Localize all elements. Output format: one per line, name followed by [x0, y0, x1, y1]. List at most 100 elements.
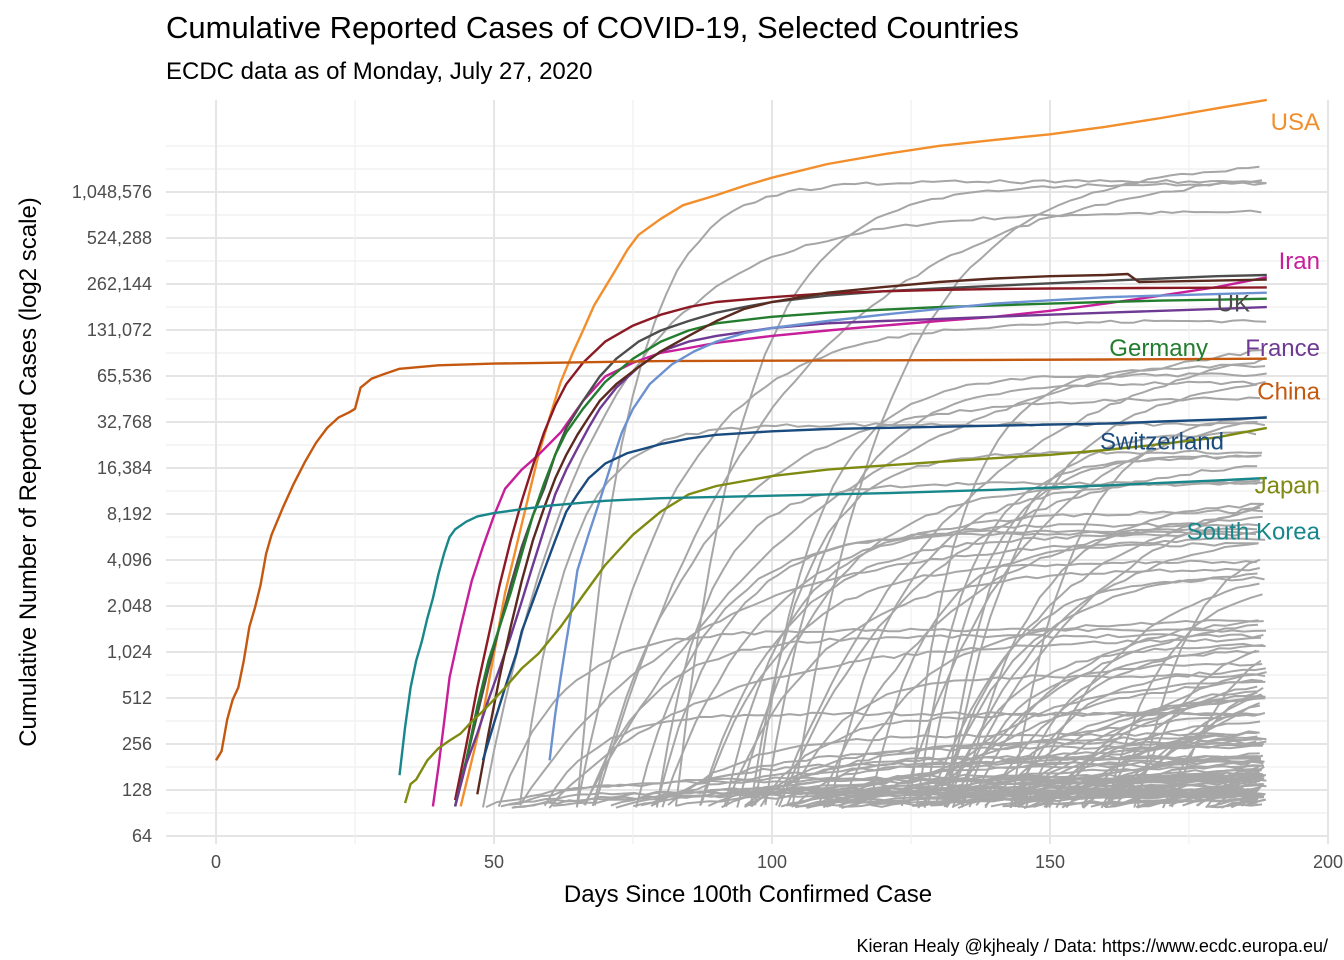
y-tick-label: 128 [122, 780, 152, 800]
background-country-line [699, 559, 1257, 806]
background-country-line [1045, 691, 1258, 809]
background-country-line [593, 179, 1263, 806]
background-country-line [900, 420, 1258, 807]
x-axis-ticks: 0 50 100 150 200 [211, 852, 1343, 872]
caption: Kieran Healy @kjhealy / Data: https://ww… [856, 936, 1328, 956]
x-tick-label: 0 [211, 852, 221, 872]
background-country-line [635, 530, 1259, 808]
background-country-line [923, 454, 1259, 808]
x-tick-label: 150 [1035, 852, 1065, 872]
background-country-line [1105, 593, 1263, 808]
series-line [548, 291, 1267, 761]
y-tick-label: 512 [122, 688, 152, 708]
y-axis-ticks: 64 128 256 512 1,024 2,048 4,096 8,192 16,384 32,… [72, 182, 152, 846]
series-label: France [1245, 335, 1320, 362]
series-label: USA [1271, 109, 1320, 136]
background-country-line [759, 711, 1262, 808]
background-country-line [1103, 702, 1260, 808]
background-country-line [744, 739, 1257, 807]
background-country-line [934, 572, 1258, 807]
series-line [403, 426, 1268, 804]
background-country-line [1133, 649, 1257, 808]
y-tick-label: 65,536 [97, 366, 152, 386]
background-country-line [793, 755, 1262, 808]
background-country-line [497, 627, 1267, 807]
background-country-line [960, 662, 1263, 808]
y-tick-label: 8,192 [107, 504, 152, 524]
background-country-line [1136, 558, 1261, 808]
background-country-line [576, 179, 1267, 806]
background-country-line [575, 319, 1267, 808]
background-country-line [1010, 415, 1267, 808]
background-country-line [945, 623, 1258, 809]
x-tick-label: 200 [1313, 852, 1343, 872]
series-line [459, 98, 1267, 807]
series-label: UK [1217, 291, 1250, 318]
x-axis-title: Days Since 100th Confirmed Case [564, 881, 932, 908]
background-country-line [785, 673, 1266, 806]
background-country-line [1016, 737, 1263, 807]
background-country-line [736, 479, 1260, 808]
background-country-line [775, 356, 1266, 806]
background-country-line [984, 644, 1264, 809]
background-country-line [667, 731, 1258, 806]
background-country-line [513, 788, 1259, 808]
background-country-line [944, 383, 1258, 808]
background-country-line [816, 515, 1263, 807]
series-line [481, 416, 1267, 761]
background-country-line [968, 619, 1259, 808]
series-label: China [1257, 378, 1320, 405]
background-country-line [1023, 796, 1258, 809]
background-country-line [764, 380, 1266, 806]
x-tick-label: 50 [484, 852, 504, 872]
background-country-line [1048, 720, 1261, 808]
background-country-line [519, 537, 1266, 806]
series-line [453, 273, 1267, 807]
y-tick-label: 524,288 [87, 228, 152, 248]
series-label: Germany [1109, 335, 1208, 362]
background-country-lines [482, 165, 1267, 809]
background-country-line [482, 209, 1262, 808]
background-country-line [791, 165, 1260, 808]
y-tick-label: 2,048 [107, 596, 152, 616]
background-country-line [1114, 704, 1261, 806]
series-label: South Korea [1187, 518, 1321, 545]
y-tick-label: 1,048,576 [72, 182, 152, 202]
background-country-line [1230, 798, 1265, 809]
background-country-line [942, 642, 1266, 806]
background-country-line [744, 756, 1257, 808]
background-country-line [754, 372, 1267, 806]
background-country-line [723, 522, 1259, 806]
series-line [398, 476, 1267, 776]
background-country-line [777, 465, 1258, 808]
y-tick-label: 262,144 [87, 274, 152, 294]
series-label: Switzerland [1100, 428, 1224, 455]
background-country-line [1009, 740, 1267, 807]
series-label: Japan [1255, 472, 1320, 499]
series-line [453, 297, 1267, 807]
background-country-line [548, 636, 1262, 809]
background-country-line [1009, 667, 1266, 806]
y-tick-label: 1,024 [107, 642, 152, 662]
background-country-line [749, 449, 1263, 807]
country-labels: USA Iran UK Germany France China Switzerland Ja… [1100, 109, 1321, 545]
y-axis-title: Cumulative Number of Reported Cases (log… [15, 197, 42, 747]
series-line [453, 286, 1267, 801]
series-line [214, 357, 1267, 762]
chart-title: Cumulative Reported Cases of COVID-19, S… [166, 10, 1019, 45]
background-country-line [1024, 582, 1260, 808]
background-country-line [913, 793, 1259, 807]
highlighted-series [214, 98, 1268, 807]
y-tick-label: 64 [132, 826, 152, 846]
background-country-line [485, 777, 1265, 809]
y-tick-label: 32,768 [97, 412, 152, 432]
background-country-line [651, 760, 1264, 807]
y-tick-label: 4,096 [107, 550, 152, 570]
y-tick-label: 16,384 [97, 458, 152, 478]
x-tick-label: 100 [757, 852, 787, 872]
chart-subtitle: ECDC data as of Monday, July 27, 2020 [166, 58, 593, 85]
series-label: Iran [1279, 248, 1320, 275]
y-tick-label: 131,072 [87, 320, 152, 340]
y-tick-label: 256 [122, 734, 152, 754]
